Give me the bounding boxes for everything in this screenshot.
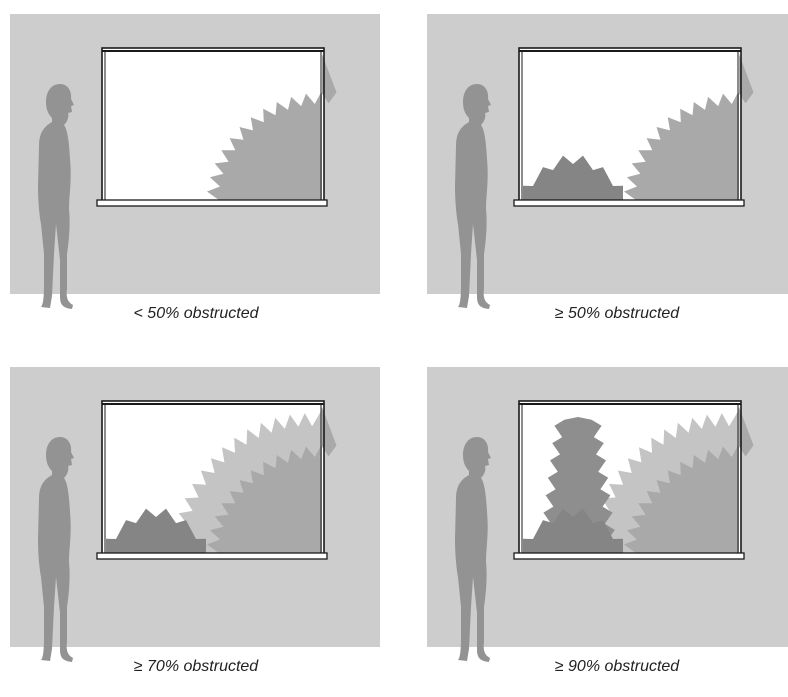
panel-ge-70: ≥ 70% obstructed — [10, 367, 382, 697]
caption: < 50% obstructed — [133, 305, 259, 322]
person-silhouette — [455, 437, 491, 662]
window-top-rail — [519, 50, 741, 52]
panel-ge-50: ≥ 50% obstructed — [427, 14, 788, 344]
shrub-dark-foliage — [106, 508, 206, 556]
window-top-rail — [519, 403, 741, 405]
tree-far-foliage — [206, 54, 337, 206]
window-sill — [513, 552, 745, 560]
window-top-rail — [102, 50, 324, 52]
panel-illustration — [427, 367, 788, 662]
panel-illustration — [10, 367, 380, 662]
obstruction-layers — [206, 54, 337, 206]
window-sill — [513, 199, 745, 207]
panel-ge-90: ≥ 90% obstructed — [427, 367, 788, 697]
tree-far-foliage — [623, 407, 754, 559]
caption: ≥ 70% obstructed — [133, 658, 259, 675]
shrub-dark-foliage — [523, 155, 623, 203]
window — [96, 47, 337, 207]
tree-far-foliage — [623, 54, 754, 206]
panel-lt-50: < 50% obstructed — [10, 14, 382, 344]
shrub-dark-foliage — [523, 508, 623, 556]
caption: ≥ 90% obstructed — [554, 658, 680, 675]
panel-illustration — [427, 14, 788, 309]
panel-illustration — [10, 14, 380, 309]
person-silhouette — [38, 84, 74, 309]
window — [513, 400, 754, 562]
obstruction-layers — [106, 407, 337, 562]
window-sill — [96, 552, 328, 560]
tree-far-foliage — [206, 407, 337, 559]
obstruction-layers — [523, 407, 754, 562]
person-silhouette — [455, 84, 491, 309]
window — [513, 47, 754, 207]
obstruction-layers — [523, 54, 754, 206]
person-silhouette — [38, 437, 74, 662]
window-top-rail — [102, 403, 324, 405]
window-sill — [96, 199, 328, 207]
window — [96, 400, 337, 562]
caption: ≥ 50% obstructed — [554, 305, 680, 322]
